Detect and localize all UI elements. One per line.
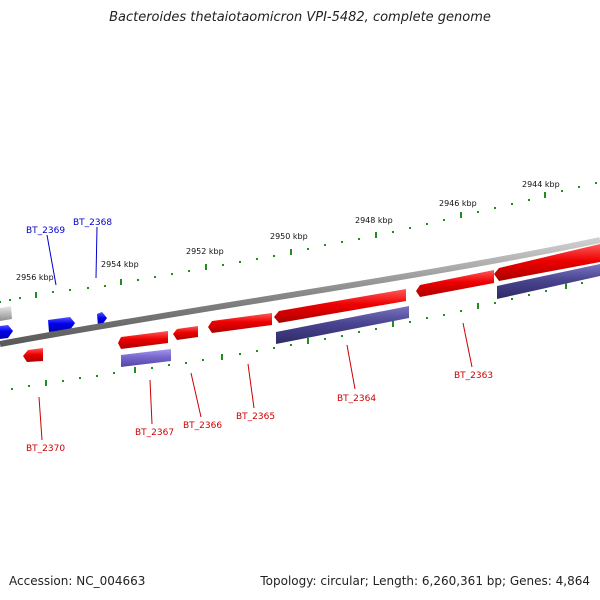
leader-line-bt2366 <box>190 372 202 418</box>
gene-arrow-right-edge[interactable] <box>494 244 600 281</box>
gene-arrow-bt2364[interactable] <box>274 289 406 323</box>
scale-label-2946: 2946 kbp <box>439 199 477 208</box>
scale-label-2950: 2950 kbp <box>270 232 308 241</box>
gene-label-bt2364[interactable]: BT_2364 <box>337 394 376 404</box>
gene-arrow-bt2370[interactable] <box>23 348 43 362</box>
homolog-bar-bt2363 <box>497 264 600 299</box>
homolog-bar-bt2364 <box>276 306 409 344</box>
scale-label-2956: 2956 kbp <box>16 273 54 282</box>
gene-arrow-left-edge[interactable] <box>0 325 13 339</box>
leader-line-bt2363 <box>462 322 473 368</box>
gene-arrow-bt2363[interactable] <box>416 270 494 297</box>
gene-arrow-bt2365[interactable] <box>208 313 272 333</box>
gene-label-bt2370[interactable]: BT_2370 <box>26 444 65 454</box>
gene-label-bt2368[interactable]: BT_2368 <box>73 218 112 228</box>
scale-label-2948: 2948 kbp <box>355 216 393 225</box>
map-title: Bacteroides thetaiotaomicron VPI-5482, c… <box>109 10 491 25</box>
genome-backbone <box>0 237 600 347</box>
accession-text: Accession: NC_004663 <box>9 574 146 588</box>
scale-label-2944: 2944 kbp <box>522 180 560 189</box>
gene-arrow-bt2366[interactable] <box>173 326 198 340</box>
gene-label-bt2366[interactable]: BT_2366 <box>183 421 222 431</box>
gene-arrow-bt2369[interactable] <box>48 317 75 332</box>
leader-line-bt2367 <box>149 379 153 425</box>
scale-label-2952: 2952 kbp <box>186 247 224 256</box>
gene-label-bt2363[interactable]: BT_2363 <box>454 371 493 381</box>
scale-track-lower <box>11 282 583 390</box>
homolog-bar-bt2367 <box>121 349 171 367</box>
leader-line-bt2370 <box>38 396 43 441</box>
scale-label-2954: 2954 kbp <box>101 260 139 269</box>
genome-summary-text: Topology: circular; Length: 6,260,361 bp… <box>260 574 590 588</box>
gene-arrow-bt2368[interactable] <box>97 312 107 326</box>
scale-track-upper <box>0 182 597 303</box>
gene-arrow-bt2367[interactable] <box>118 331 168 349</box>
gene-label-bt2367[interactable]: BT_2367 <box>135 428 174 438</box>
gene-label-bt2365[interactable]: BT_2365 <box>236 412 275 422</box>
gene-arrow-grey <box>0 306 12 321</box>
leader-line-bt2364 <box>346 344 356 390</box>
leader-line-bt2369 <box>46 234 57 286</box>
gene-label-bt2369[interactable]: BT_2369 <box>26 226 65 236</box>
leader-line-bt2368 <box>95 226 98 279</box>
leader-line-bt2365 <box>247 363 255 409</box>
